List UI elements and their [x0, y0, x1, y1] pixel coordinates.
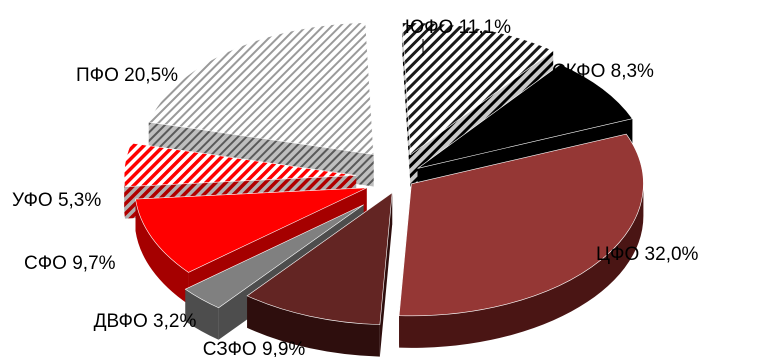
slice-top-dvfo — [184, 204, 364, 309]
slice-wall-yufo — [402, 22, 411, 187]
slice-top-pfo — [148, 22, 374, 155]
data-label-dvfo: ДВФО 3,2% — [94, 311, 197, 332]
slice-top-tsfo — [398, 133, 644, 317]
data-label-skfo: СКФО 8,3% — [552, 61, 654, 82]
slice-szfo — [246, 192, 393, 357]
slice-side-sfo — [135, 199, 189, 305]
slice-top-ufo — [123, 142, 357, 187]
slice-tsfo — [398, 133, 644, 348]
data-label-tsfo: ЦФО 32,0% — [596, 244, 699, 265]
slice-top-sfo — [135, 187, 367, 273]
slice-wall-szfo — [379, 192, 393, 357]
slice-top-yufo — [402, 22, 554, 156]
slice-side-szfo — [247, 295, 380, 357]
data-label-ufo: УФО 5,3% — [12, 190, 101, 211]
data-label-yufo: ЮФО 11,1% — [405, 17, 511, 38]
slice-side-dvfo — [185, 289, 219, 340]
slice-top-szfo — [246, 192, 393, 325]
slice-side-tsfo — [399, 183, 644, 348]
data-label-szfo: СЗФО 9,9% — [203, 339, 306, 357]
data-label-pfo: ПФО 20,5% — [76, 65, 178, 86]
data-label-sfo: СФО 9,7% — [24, 253, 116, 274]
slice-top-skfo — [417, 64, 633, 169]
